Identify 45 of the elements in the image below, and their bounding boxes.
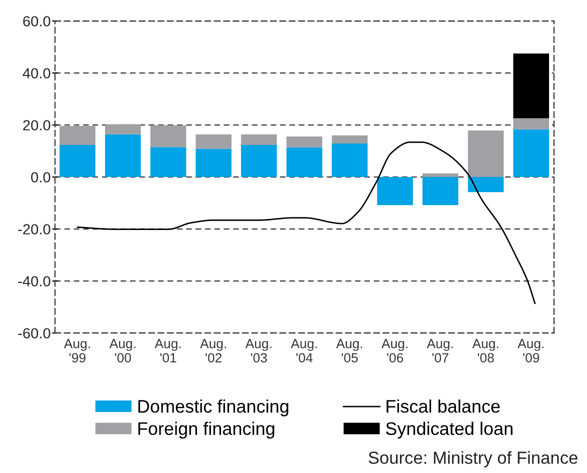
bar (377, 177, 413, 206)
bar (422, 173, 458, 177)
bar (513, 129, 550, 177)
x-tick-label: Aug. '00 (109, 339, 136, 362)
bar (468, 177, 504, 192)
bar (150, 147, 186, 177)
x-tick-label: Aug. '09 (518, 339, 544, 362)
y-tick-label: 0.0 (31, 172, 50, 182)
x-tick-label: Aug. '06 (381, 339, 408, 362)
source-note: Source: Ministry of Finance (368, 451, 578, 468)
bar (422, 177, 458, 206)
y-tick-label: 20.0 (23, 120, 50, 130)
bar (286, 147, 322, 177)
bar (332, 143, 368, 177)
bar (241, 145, 277, 177)
bar (286, 136, 322, 148)
x-tick-label: Aug. '08 (472, 339, 498, 362)
x-tick-label: Aug. '02 (200, 339, 226, 362)
legend-label: Foreign financing (138, 422, 274, 439)
x-tick-label: Aug. '04 (290, 339, 317, 362)
bar (513, 54, 550, 118)
bar (60, 145, 96, 177)
legend-label: Domestic financing (138, 400, 288, 416)
bar (468, 130, 504, 177)
bar (241, 134, 277, 146)
legend-label: Fiscal balance (386, 400, 500, 413)
y-tick-label: -40.0 (18, 276, 50, 286)
x-tick-label: Aug. '01 (154, 339, 181, 362)
bar (196, 148, 232, 177)
bar (332, 135, 368, 144)
y-tick-label: -20.0 (18, 224, 50, 234)
y-tick-label: 40.0 (22, 68, 50, 78)
bar (60, 126, 96, 146)
bar (513, 118, 550, 130)
bar (105, 134, 141, 177)
bar (105, 124, 141, 134)
bar (150, 125, 186, 148)
legend-label: Syndicated loan (386, 422, 512, 439)
x-tick-label: Aug. '03 (245, 339, 272, 362)
y-tick-label: 60.0 (23, 16, 50, 26)
y-tick-label: -60.0 (18, 328, 50, 338)
x-tick-label: Aug. '05 (336, 339, 362, 362)
x-tick-label: Aug. '07 (426, 339, 453, 362)
bar (196, 134, 232, 149)
x-tick-label: Aug. '99 (64, 339, 90, 362)
